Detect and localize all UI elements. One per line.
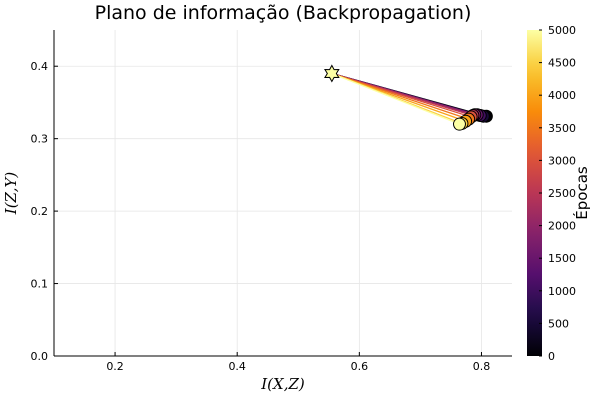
y-tick-label: 0.2 <box>31 205 49 218</box>
star-point <box>324 64 340 83</box>
colorbar-tick-label: 4000 <box>548 89 576 102</box>
y-tick-label: 0.3 <box>31 133 49 146</box>
x-tick-label: 0.6 <box>351 360 369 373</box>
y-axis-label: I(Z,Y) <box>2 172 20 216</box>
x-axis-label: I(X,Z) <box>260 375 305 393</box>
colorbar-tick-label: 500 <box>548 317 569 330</box>
colorbar-tick-label: 1000 <box>548 285 576 298</box>
epoch-point <box>452 117 466 131</box>
colorbar-label: Épocas <box>572 166 591 220</box>
x-tick-label: 0.2 <box>106 360 124 373</box>
chart-title: Plano de informação (Backpropagation) <box>95 2 472 24</box>
plot-area: 0.2 0.4 0.6 0.8 0.0 0.1 0.2 0.3 0.4 I(X,Z) I(Z,Y) <box>2 30 512 393</box>
y-tick-label: 0.1 <box>31 278 49 291</box>
colorbar-tick-label: 2000 <box>548 220 576 233</box>
x-tick-label: 0.4 <box>228 360 246 373</box>
colorbar-tick-label: 3000 <box>548 154 576 167</box>
colorbar-tick-label: 4500 <box>548 57 576 70</box>
y-tick-label: 0.4 <box>31 60 49 73</box>
y-tick-label: 0.0 <box>31 350 49 363</box>
colorbar-tick-label: 3500 <box>548 122 576 135</box>
trajectory-line <box>331 72 460 125</box>
colorbar-tick-label: 1500 <box>548 252 576 265</box>
colorbar-tick-label: 5000 <box>548 24 576 37</box>
x-tick-label: 0.8 <box>473 360 491 373</box>
colorbar: 0 500 1000 1500 2000 2500 3000 3500 4000 4500 5000… <box>527 24 591 363</box>
colorbar-gradient <box>527 30 542 356</box>
colorbar-tick-label: 0 <box>548 350 555 363</box>
colorbar-tick-label: 2500 <box>548 187 576 200</box>
